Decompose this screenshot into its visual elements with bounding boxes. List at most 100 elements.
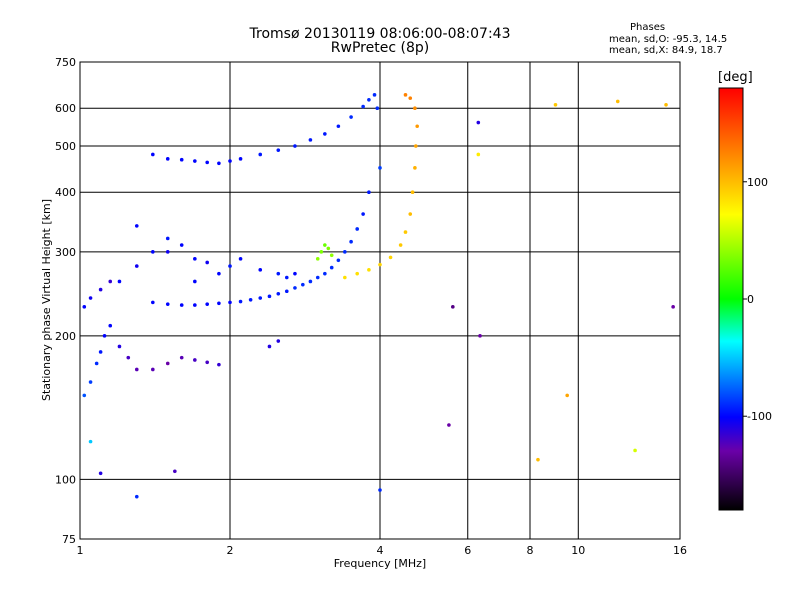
data-point [413, 106, 417, 111]
y-tick-label: 200 [55, 330, 76, 343]
colorbar-tick-label: 100 [747, 176, 768, 189]
colorbar-ticks: 100 0 -100 [743, 176, 772, 423]
data-point [238, 299, 243, 304]
data-point [319, 250, 324, 254]
data-point [408, 212, 413, 216]
data-point [336, 258, 341, 263]
data-point [343, 250, 347, 254]
data-point [553, 103, 558, 107]
data-point [349, 239, 353, 244]
data-point [415, 124, 419, 129]
data-point [447, 423, 451, 427]
data-point [238, 257, 243, 261]
data-point [108, 323, 113, 328]
data-point [378, 262, 382, 267]
data-point [329, 253, 334, 258]
data-point [217, 271, 221, 276]
x-tick-label: 6 [464, 544, 471, 557]
data-point [165, 361, 170, 366]
data-point [98, 350, 103, 354]
data-points [82, 93, 675, 499]
data-point [355, 227, 359, 231]
data-point [102, 334, 107, 338]
data-point [284, 275, 289, 280]
data-point [94, 361, 99, 366]
data-point [355, 271, 359, 276]
data-point [451, 305, 455, 309]
data-point [476, 120, 481, 125]
phase-stats-heading: Phases [630, 22, 666, 33]
data-point [403, 93, 408, 97]
data-point [284, 289, 289, 294]
data-point [238, 157, 243, 161]
data-point [179, 303, 184, 307]
data-point [375, 106, 380, 111]
data-point [398, 243, 403, 247]
data-point [126, 355, 131, 360]
x-tick-labels: 1 2 4 6 8 10 16 [77, 544, 688, 557]
y-tick-label: 500 [55, 140, 76, 153]
data-point [117, 279, 122, 284]
data-point [536, 457, 540, 462]
data-point [323, 271, 327, 276]
data-point [414, 144, 418, 148]
data-point [633, 448, 637, 453]
data-point [367, 97, 371, 102]
data-point [293, 144, 297, 148]
data-point [372, 93, 377, 97]
data-point [276, 271, 281, 276]
data-point [151, 250, 155, 254]
data-point [276, 148, 281, 152]
data-point [134, 367, 139, 372]
data-point [361, 212, 365, 216]
colorbar-tick-label: -100 [747, 410, 772, 423]
data-point [193, 257, 197, 261]
y-tick-label: 600 [55, 102, 76, 115]
data-point [179, 355, 184, 360]
x-tick-label: 10 [571, 544, 585, 557]
data-point [408, 96, 413, 100]
data-point [217, 161, 221, 166]
chart-title: Tromsø 20130119 08:06:00-08:07:43 [249, 26, 511, 42]
x-tick-label: 4 [377, 544, 384, 557]
data-point [108, 279, 113, 284]
y-tick-label: 100 [55, 473, 76, 486]
data-point [323, 132, 327, 136]
data-point [315, 257, 320, 261]
data-point [193, 159, 197, 163]
data-point [410, 190, 415, 195]
data-point [228, 300, 232, 305]
data-point [258, 268, 263, 272]
data-point [258, 296, 263, 300]
phase-stats-x: mean, sd,X: 84.9, 18.7 [609, 45, 723, 56]
data-point [193, 358, 197, 362]
data-point [82, 393, 87, 398]
data-point [276, 339, 281, 343]
data-point [165, 302, 170, 306]
y-tick-label: 75 [62, 533, 76, 546]
data-point [217, 301, 221, 306]
data-point [615, 99, 620, 104]
data-point [664, 103, 668, 107]
x-tick-label: 8 [527, 544, 534, 557]
y-axis-title: Stationary phase Virtual Height [km] [40, 199, 53, 401]
data-point [193, 279, 197, 284]
data-point [151, 367, 155, 372]
data-point [134, 264, 139, 268]
data-point [308, 279, 313, 284]
x-axis-title: Frequency [MHz] [334, 557, 426, 570]
x-tick-label: 1 [77, 544, 84, 557]
data-point [165, 157, 170, 161]
colorbar-tick-label: 0 [747, 293, 754, 306]
data-point [82, 305, 87, 309]
data-point [329, 265, 334, 270]
data-point [165, 250, 170, 254]
data-point [308, 138, 313, 142]
data-point [671, 305, 675, 309]
data-point [378, 488, 382, 492]
data-point [98, 287, 103, 292]
y-tick-labels: 75 100 200 300 400 500 600 750 [55, 56, 76, 546]
data-point [276, 291, 281, 296]
data-point [217, 362, 221, 367]
